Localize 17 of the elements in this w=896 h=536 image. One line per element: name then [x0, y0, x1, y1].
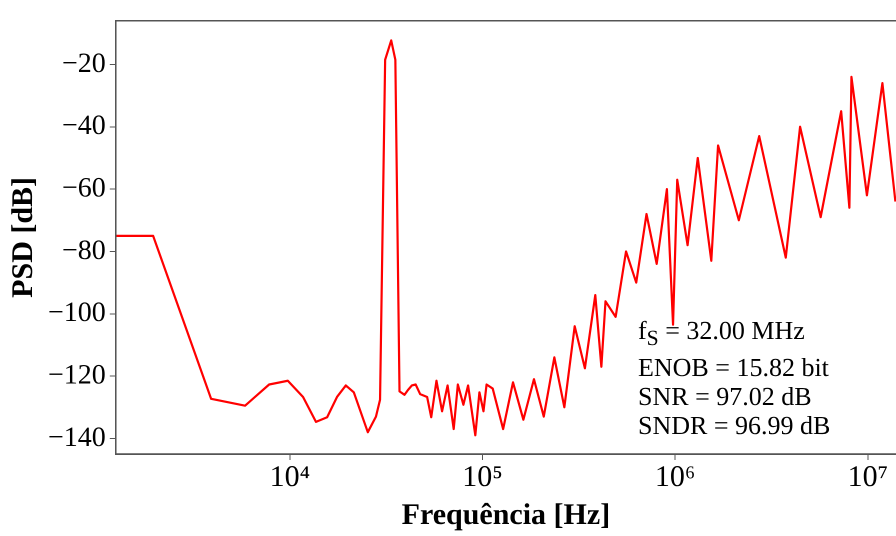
annotation: ENOB = 15.82 bit	[638, 353, 830, 382]
x-tick-label: 10⁷	[848, 460, 888, 493]
y-tick-label: −60	[62, 172, 106, 204]
annotation: SNDR = 96.99 dB	[638, 411, 830, 440]
y-tick-label: −40	[62, 110, 106, 142]
x-axis-title: Frequência [Hz]	[402, 498, 610, 531]
y-tick-label: −80	[62, 234, 106, 266]
annotation: f$_{S}$ = 32.00 MHz	[638, 316, 806, 352]
y-axis-title: PSD [dB]	[6, 176, 39, 298]
y-tick-label: −100	[48, 297, 106, 328]
x-tick-label: 10⁴	[270, 460, 310, 493]
x-tick-label: 10⁵	[462, 460, 503, 493]
annotation: SNR = 97.02 dB	[638, 382, 813, 412]
x-tick-label: 10⁶	[654, 460, 696, 493]
y-tick-label: −120	[48, 359, 106, 390]
y-tick-label: −140	[48, 422, 106, 453]
y-tick-label: −20	[62, 48, 106, 79]
